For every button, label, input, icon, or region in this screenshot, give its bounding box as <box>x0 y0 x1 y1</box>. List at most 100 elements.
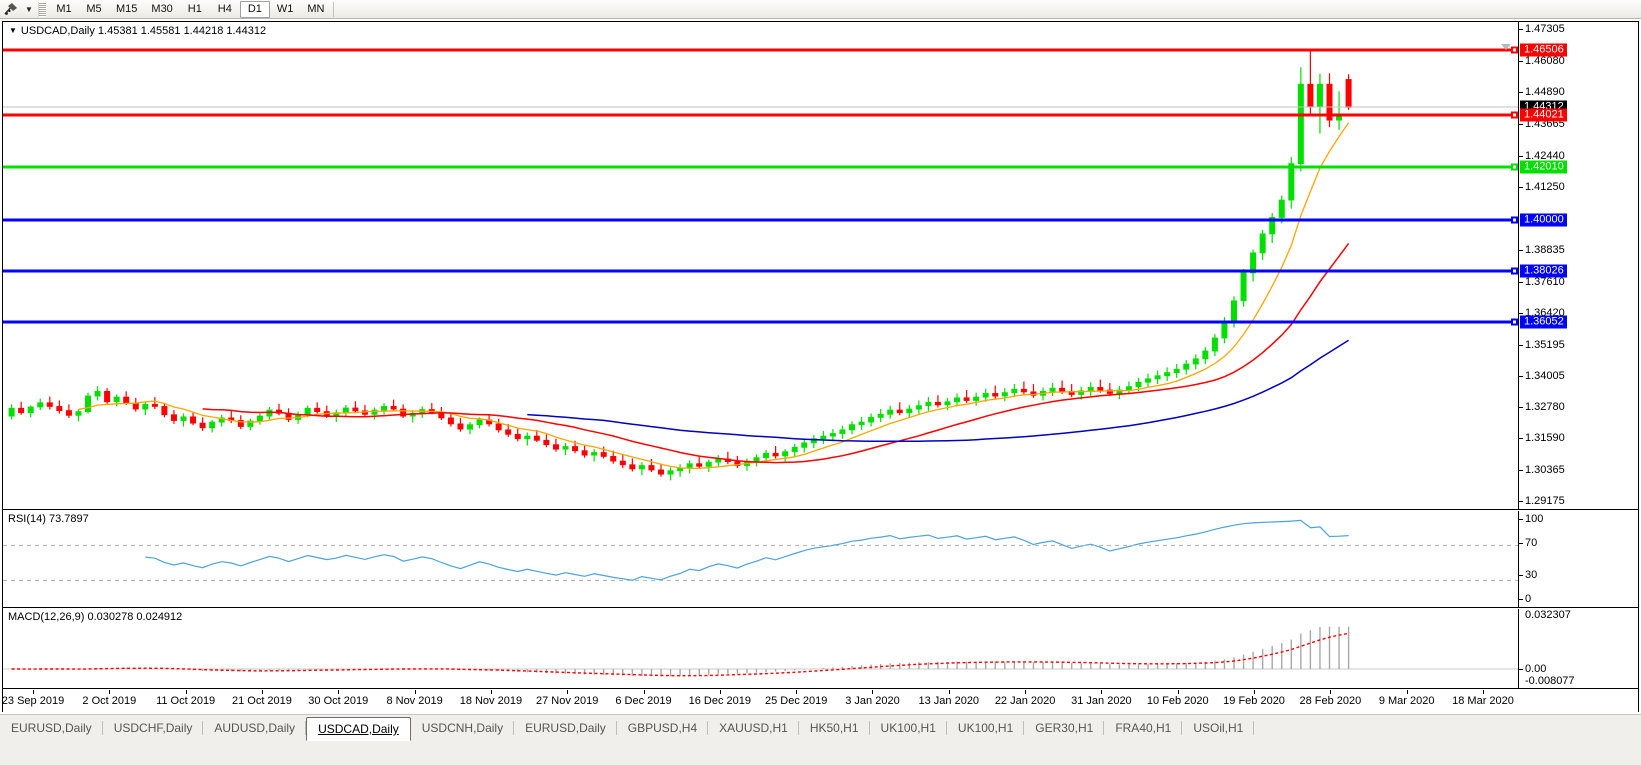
level-price-tag[interactable]: 1.42010 <box>1520 160 1567 174</box>
rsi-tick-label: 100 <box>1525 513 1544 525</box>
level-line-handle[interactable] <box>1511 318 1518 326</box>
rsi-pane[interactable]: RSI(14) 73.7897 100 70 30 0 <box>3 511 1638 608</box>
price-tick: 1.47305 <box>1519 23 1565 35</box>
collapse-triangle-icon[interactable]: ▼ <box>9 26 17 35</box>
date-tick-mark <box>872 690 874 694</box>
crosshair-cursor-icon[interactable] <box>0 1 22 18</box>
price-axis[interactable]: 1.47305 1.46080 1.44890 1.43665 1.42440 1.412… <box>1518 22 1638 509</box>
candle <box>314 402 321 414</box>
chart-tab-audusd-daily[interactable]: AUDUSD,Daily <box>203 717 306 739</box>
date-axis[interactable]: 23 Sep 2019 2 Oct 2019 11 Oct 2019 21 Oct 2… <box>2 690 1638 712</box>
chart-tab-uk100-h1[interactable]: UK100,H1 <box>870 717 948 739</box>
chart-tab-usoil-h1[interactable]: USOil,H1 <box>1182 717 1255 739</box>
chart-area[interactable]: ▼ USDCAD,Daily 1.45381 1.45581 1.44218 1.… <box>2 21 1639 712</box>
candle <box>104 388 111 404</box>
level-line-handle[interactable] <box>1511 111 1518 119</box>
chart-tab-usdcnh-daily[interactable]: USDCNH,Daily <box>411 717 515 739</box>
candle <box>275 403 282 416</box>
price-tick: 1.44890 <box>1519 86 1565 98</box>
candle <box>629 458 636 472</box>
chart-tab-gbpusd-h4[interactable]: GBPUSD,H4 <box>617 717 709 739</box>
timeframe-button-m1[interactable]: M1 <box>49 1 79 18</box>
chart-tab-eurusd-daily[interactable]: EURUSD,Daily <box>514 717 617 739</box>
date-tick-label: 19 Feb 2020 <box>1223 695 1285 707</box>
candle <box>820 430 827 444</box>
candle <box>591 449 598 462</box>
date-tick-mark <box>185 690 187 694</box>
candle <box>934 395 941 408</box>
timeframe-button-m30[interactable]: M30 <box>144 1 179 18</box>
price-tick-label: 1.36420 <box>1525 306 1565 319</box>
level-line-handle[interactable] <box>1511 163 1518 171</box>
candle <box>1087 382 1094 397</box>
timeframe-button-mn[interactable]: MN <box>300 1 331 18</box>
macd-tick-label: -0.008077 <box>1525 675 1575 687</box>
candle <box>1106 383 1113 397</box>
horizontal-level-line[interactable] <box>3 165 1518 169</box>
level-line-handle[interactable] <box>1511 267 1518 275</box>
candle <box>667 467 674 481</box>
price-pane[interactable]: ▼ USDCAD,Daily 1.45381 1.45581 1.44218 1.… <box>3 22 1638 510</box>
chart-tab-ger30-h1[interactable]: GER30,H1 <box>1024 717 1105 739</box>
chart-tab-hk50-h1[interactable]: HK50,H1 <box>799 717 870 739</box>
candle <box>543 434 550 448</box>
horizontal-level-line[interactable] <box>3 48 1518 52</box>
timeframe-button-w1[interactable]: W1 <box>270 1 301 18</box>
scroll-up-arrow-icon[interactable] <box>1501 44 1511 50</box>
timeframe-button-d1[interactable]: D1 <box>239 0 270 18</box>
chart-tab-usdcad-daily[interactable]: USDCAD,Daily <box>306 717 411 741</box>
chart-tab-label: EURUSD,Daily <box>525 721 606 735</box>
horizontal-level-line[interactable] <box>3 113 1518 117</box>
candle <box>581 444 588 458</box>
timeframe-button-m5[interactable]: M5 <box>79 1 109 18</box>
price-tick-label: 1.29175 <box>1525 495 1565 508</box>
horizontal-level-line[interactable] <box>3 320 1518 324</box>
candle <box>1125 381 1132 395</box>
rsi-tick-label: 0 <box>1525 593 1532 605</box>
date-tick-label: 16 Dec 2019 <box>688 695 752 707</box>
price-tick-label: 1.38835 <box>1525 243 1565 256</box>
level-line-handle[interactable] <box>1511 216 1518 224</box>
date-tick-label: 22 Jan 2020 <box>994 695 1056 707</box>
price-tick-label: 1.30365 <box>1525 464 1565 477</box>
timeframe-button-h1[interactable]: H1 <box>180 1 210 18</box>
timeframe-button-h4[interactable]: H4 <box>210 1 240 18</box>
price-tick: 1.32780 <box>1519 401 1565 413</box>
toolbar-grip[interactable] <box>38 1 46 17</box>
level-price-tag[interactable]: 1.40000 <box>1520 213 1567 227</box>
candle <box>839 425 846 439</box>
candle <box>552 438 559 452</box>
chart-tab-uk100-h1[interactable]: UK100,H1 <box>947 717 1025 739</box>
level-line-handle[interactable] <box>1511 46 1518 54</box>
chart-tab-eurusd-daily[interactable]: EURUSD,Daily <box>0 717 103 739</box>
price-tick: 1.46080 <box>1519 55 1565 67</box>
timeframe-button-m15[interactable]: M15 <box>109 1 144 18</box>
candle <box>638 462 645 476</box>
candle <box>8 404 15 420</box>
level-price-tag[interactable]: 1.46506 <box>1520 43 1567 57</box>
date-tick-label: 28 Feb 2020 <box>1299 695 1362 707</box>
horizontal-level-line[interactable] <box>3 218 1518 222</box>
candle <box>75 409 82 422</box>
horizontal-level-line[interactable] <box>3 269 1518 273</box>
macd-pane[interactable]: MACD(12,26,9) 0.030278 0.024912 0.032307… <box>3 609 1638 689</box>
rsi-plot[interactable] <box>3 511 1518 607</box>
price-plot[interactable] <box>3 22 1518 509</box>
chart-tab-usdchf-daily[interactable]: USDCHF,Daily <box>103 717 204 739</box>
candle <box>1316 73 1323 134</box>
toolbar-dropdown-icon[interactable]: ▼ <box>25 4 33 14</box>
macd-plot[interactable] <box>3 609 1518 688</box>
level-price-tag[interactable]: 1.44021 <box>1520 108 1567 122</box>
candle <box>801 439 808 453</box>
level-price-tag[interactable]: 1.36052 <box>1520 315 1567 329</box>
chart-tab-xauusd-h1[interactable]: XAUUSD,H1 <box>708 717 799 739</box>
chart-tab-fra40-h1[interactable]: FRA40,H1 <box>1104 717 1183 739</box>
candle <box>247 418 254 431</box>
candle <box>877 409 884 423</box>
level-price-tag[interactable]: 1.38026 <box>1520 264 1567 278</box>
chart-tab-label: USDCNH,Daily <box>421 721 504 735</box>
timeframe-label: M30 <box>151 3 173 15</box>
candle <box>199 417 206 431</box>
candle <box>1068 384 1075 398</box>
